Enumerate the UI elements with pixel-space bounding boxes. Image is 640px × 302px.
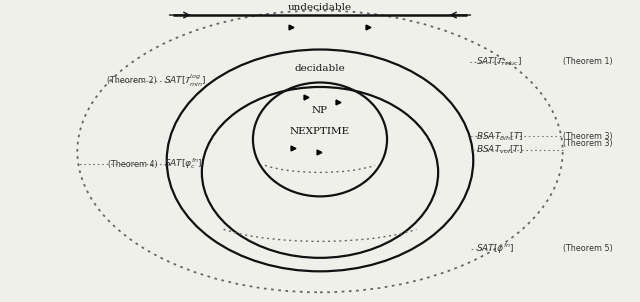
Text: undecidable: undecidable (288, 3, 352, 12)
Text: decidable: decidable (294, 65, 346, 73)
Text: $SAT[\varphi^{fn}_c]$: $SAT[\varphi^{fn}_c]$ (164, 156, 202, 172)
Text: NP: NP (312, 107, 328, 115)
Text: (Theorem 1): (Theorem 1) (563, 57, 612, 66)
Text: NEXPTIME: NEXPTIME (290, 127, 350, 137)
Text: (Theorem 3): (Theorem 3) (563, 132, 612, 141)
Text: (Theorem 5): (Theorem 5) (563, 244, 612, 253)
Text: $BSAT_{vol}[T]$: $BSAT_{vol}[T]$ (476, 144, 524, 156)
Text: $BSAT_{bin}[T]$: $BSAT_{bin}[T]$ (476, 130, 524, 143)
Text: (Theorem 2): (Theorem 2) (108, 76, 157, 85)
Text: $SAT[\mathcal{T}_{reluc}]$: $SAT[\mathcal{T}_{reluc}]$ (476, 55, 523, 68)
Text: (Theorem 4): (Theorem 4) (108, 159, 157, 169)
Text: $SAT[\varphi^{fn}]$: $SAT[\varphi^{fn}]$ (476, 242, 515, 256)
Text: (Theorem 3): (Theorem 3) (563, 139, 612, 148)
Text: $SAT[\mathcal{T}^{log}_{min}]$: $SAT[\mathcal{T}^{log}_{min}]$ (164, 73, 206, 89)
